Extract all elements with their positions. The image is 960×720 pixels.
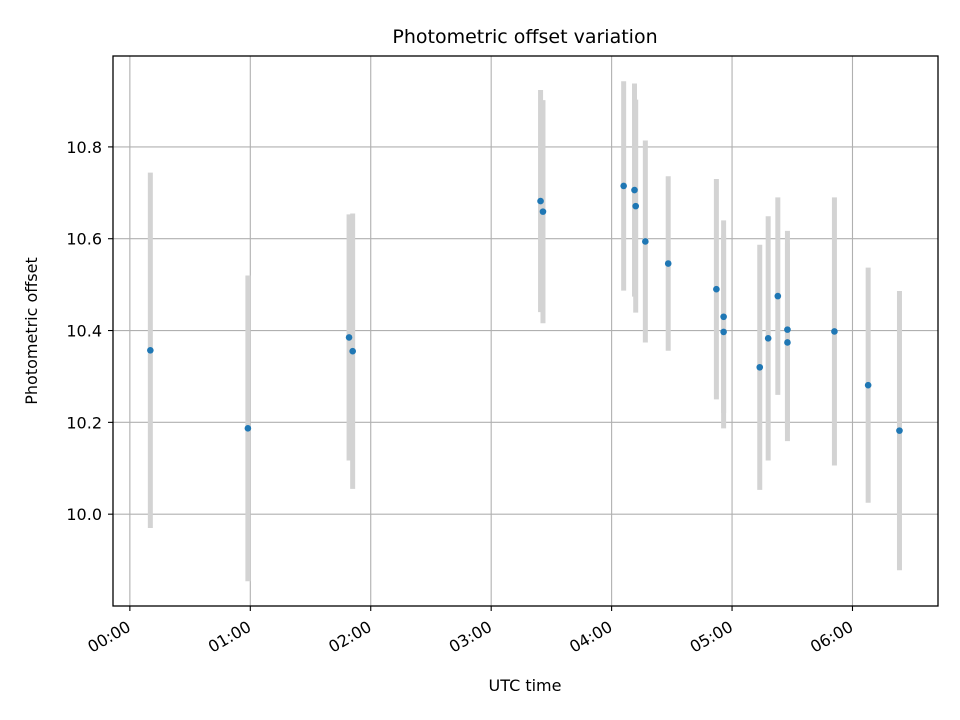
- y-tick-label: 10.0: [66, 505, 102, 524]
- y-axis-ticks: 10.0 10.2 10.4 10.6 10.8: [66, 138, 113, 524]
- data-point: [720, 328, 727, 336]
- data-point: [664, 260, 672, 267]
- data-point: [713, 285, 720, 293]
- data-point: [756, 363, 764, 371]
- data-point: [642, 238, 649, 245]
- data-point: [539, 208, 547, 215]
- data-point: [620, 182, 627, 190]
- data-point: [896, 427, 903, 434]
- data-points: [147, 182, 903, 434]
- data-point: [831, 328, 838, 335]
- data-point: [632, 202, 640, 210]
- data-point: [631, 186, 638, 194]
- y-tick-label: 10.2: [66, 413, 102, 432]
- data-point: [720, 313, 727, 321]
- data-point: [784, 339, 791, 346]
- chart-title: Photometric offset variation: [392, 26, 657, 48]
- y-tick-label: 10.4: [66, 322, 102, 341]
- data-point: [864, 381, 872, 389]
- y-axis-label: Photometric offset: [22, 257, 41, 405]
- data-point: [147, 346, 154, 354]
- x-axis-label: UTC time: [489, 676, 562, 695]
- data-point: [349, 347, 356, 355]
- data-point: [244, 425, 252, 432]
- y-tick-label: 10.6: [66, 230, 102, 249]
- data-point: [764, 335, 772, 342]
- data-point: [345, 334, 353, 341]
- data-point: [784, 326, 791, 333]
- y-tick-label: 10.8: [66, 138, 102, 157]
- data-point: [774, 292, 782, 300]
- grid: [113, 56, 938, 606]
- data-point: [537, 197, 544, 205]
